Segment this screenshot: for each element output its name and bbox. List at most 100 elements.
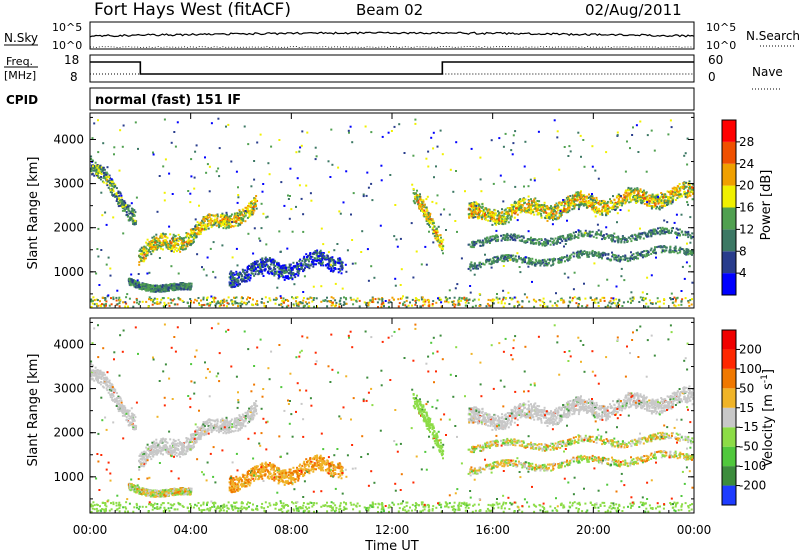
power-cell bbox=[505, 236, 508, 239]
power-cell bbox=[234, 279, 237, 282]
power-cell bbox=[632, 253, 635, 256]
power-cell bbox=[154, 241, 157, 244]
power-cell bbox=[99, 178, 102, 181]
power-cell bbox=[648, 194, 651, 197]
power-cell bbox=[647, 251, 650, 254]
nave-label: Nave bbox=[752, 65, 783, 79]
power-cell bbox=[175, 283, 178, 286]
power-cell bbox=[235, 283, 238, 286]
power-cell bbox=[98, 177, 101, 179]
power-cell bbox=[629, 200, 632, 203]
power-cell bbox=[195, 224, 197, 227]
power-cell bbox=[250, 204, 252, 207]
power-cell bbox=[245, 280, 248, 283]
power-cell bbox=[568, 205, 571, 208]
power-cell bbox=[160, 233, 163, 236]
power-cell bbox=[431, 221, 434, 224]
power-cell bbox=[152, 246, 155, 248]
power-cell bbox=[114, 183, 117, 186]
power-cell bbox=[627, 189, 630, 192]
power-cell bbox=[665, 200, 668, 202]
power-cell bbox=[421, 207, 423, 210]
power-cell bbox=[237, 218, 240, 221]
power-cell bbox=[426, 222, 429, 225]
power-cell bbox=[518, 236, 521, 239]
power-cell bbox=[184, 285, 187, 288]
power-cell bbox=[475, 240, 478, 243]
power-cell bbox=[609, 202, 612, 204]
power-cell bbox=[663, 199, 666, 202]
power-cell bbox=[423, 203, 426, 206]
power-cell bbox=[623, 236, 626, 239]
power-cell bbox=[651, 229, 654, 232]
power-cell bbox=[248, 279, 251, 282]
power-cell bbox=[397, 298, 400, 301]
power-cell bbox=[572, 251, 575, 254]
power-cell bbox=[431, 228, 434, 231]
power-cell bbox=[612, 204, 615, 207]
power-cell bbox=[537, 213, 540, 216]
power-cell bbox=[614, 258, 617, 261]
power-cell bbox=[633, 198, 636, 201]
power-cell bbox=[241, 213, 244, 216]
nave-tick-top: 60 bbox=[708, 53, 723, 67]
power-cell bbox=[101, 303, 103, 306]
power-cell bbox=[90, 170, 93, 172]
power-cell bbox=[216, 217, 219, 220]
power-cell bbox=[484, 218, 487, 221]
power-cell bbox=[467, 213, 470, 216]
power-cell bbox=[679, 189, 682, 192]
power-cell bbox=[533, 200, 536, 203]
power-cell bbox=[422, 200, 425, 203]
power-cell bbox=[338, 305, 341, 308]
power-cell bbox=[593, 211, 596, 214]
power-cell bbox=[181, 237, 184, 240]
power-cell bbox=[116, 198, 119, 201]
power-cell bbox=[605, 208, 608, 211]
power-cell bbox=[206, 215, 209, 218]
power-cell bbox=[166, 286, 169, 289]
power-cell bbox=[156, 248, 158, 251]
nsearch-label: N.Search bbox=[746, 29, 800, 43]
power-cell bbox=[527, 257, 530, 260]
power-cell bbox=[660, 201, 663, 204]
power-cell bbox=[544, 205, 547, 208]
power-cell bbox=[139, 256, 141, 258]
power-cell bbox=[515, 201, 517, 204]
power-cell bbox=[633, 187, 636, 190]
power-cell bbox=[142, 283, 145, 286]
power-cell bbox=[553, 217, 556, 220]
power-cell bbox=[564, 260, 566, 263]
power-cell bbox=[690, 190, 693, 193]
power-cell bbox=[618, 259, 621, 262]
power-cell bbox=[545, 215, 548, 218]
power-cell bbox=[639, 198, 642, 200]
power-cell bbox=[272, 260, 275, 263]
power-cell bbox=[476, 215, 479, 218]
power-cell bbox=[508, 254, 511, 257]
power-cell bbox=[613, 203, 616, 206]
power-cell bbox=[222, 221, 225, 224]
power-cell bbox=[100, 173, 103, 175]
power-cell bbox=[669, 248, 672, 251]
power-cell bbox=[673, 247, 676, 249]
power-cell bbox=[166, 246, 169, 249]
power-cell bbox=[626, 195, 629, 198]
power-cell bbox=[427, 213, 430, 216]
power-cell bbox=[541, 243, 544, 246]
power-cell bbox=[566, 234, 569, 237]
power-cell bbox=[617, 200, 620, 203]
power-cell bbox=[440, 305, 443, 308]
power-cell bbox=[173, 287, 176, 290]
power-cell bbox=[118, 197, 121, 200]
power-cell bbox=[691, 252, 694, 255]
power-cell bbox=[621, 305, 624, 307]
power-cell bbox=[473, 241, 476, 244]
power-cell bbox=[428, 221, 431, 224]
power-cell bbox=[673, 249, 676, 252]
power-cell bbox=[127, 278, 130, 281]
power-cell bbox=[242, 219, 245, 222]
power-cell bbox=[174, 244, 177, 247]
power-cell bbox=[505, 220, 508, 223]
power-cell bbox=[173, 298, 176, 301]
